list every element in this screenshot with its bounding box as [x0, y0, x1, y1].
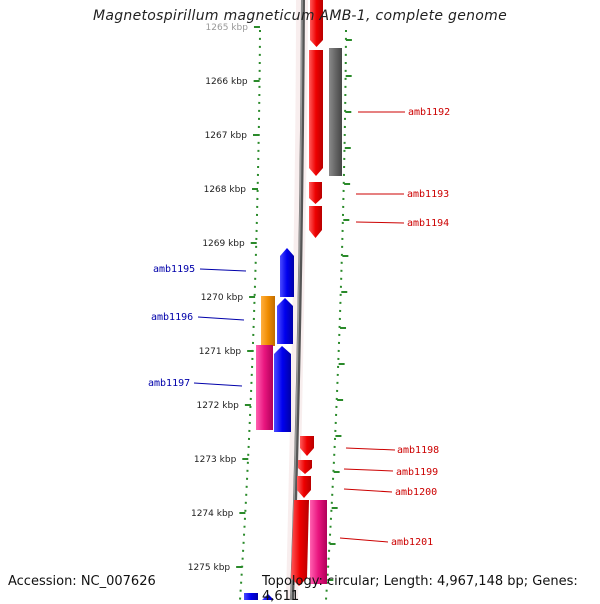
label-leaders [193, 111, 405, 543]
gene-gray-block[interactable] [329, 48, 342, 176]
gene-label[interactable]: amb1200 [395, 487, 437, 498]
gene-orange-block[interactable] [261, 296, 275, 346]
gene-label[interactable]: amb1196 [151, 312, 193, 323]
ruler-tick-label: 1274 kbp [191, 509, 234, 519]
ruler-tick-label: 1269 kbp [202, 239, 245, 249]
ruler-tick-label: 1268 kbp [204, 185, 247, 195]
gene-label[interactable]: amb1197 [148, 378, 190, 389]
gene-labels: amb1192 amb1193 amb1194 amb1198 amb1199 … [148, 107, 450, 548]
gene-amb1199-arrow[interactable] [298, 460, 312, 474]
gene-label[interactable]: amb1192 [408, 107, 450, 118]
gene-label[interactable]: amb1193 [407, 189, 449, 200]
gene-amb1195-arrow[interactable] [280, 248, 294, 297]
gene-amb1200-arrow[interactable] [297, 476, 311, 498]
map-title: Magnetospirillum magneticum AMB-1, compl… [92, 8, 508, 24]
ruler-tick-label: 1266 kbp [205, 77, 248, 87]
gene-label[interactable]: amb1201 [391, 537, 433, 548]
gene-amb1198-arrow[interactable] [300, 436, 314, 456]
gene-bottom-blue-1[interactable] [244, 593, 258, 600]
gene-magenta-block[interactable] [256, 345, 273, 430]
gene-label[interactable]: amb1198 [397, 445, 439, 456]
gene-label[interactable]: amb1195 [153, 264, 195, 275]
gene-features [244, 0, 342, 600]
gene-amb1196-arrow[interactable] [277, 298, 293, 344]
gene-label[interactable]: amb1199 [396, 467, 438, 478]
gene-amb1193-arrow[interactable] [309, 182, 322, 204]
gene-magenta-block-2[interactable] [310, 500, 327, 584]
gene-amb1192-arrow[interactable] [309, 50, 323, 176]
kbp-ruler: 1265 kbp 1266 kbp 1267 kbp 1268 kbp 1269 kbp… [188, 23, 352, 581]
gene-label[interactable]: amb1194 [407, 218, 449, 229]
gene-amb1201-arrow[interactable] [291, 500, 309, 586]
gene-amb1194-arrow[interactable] [309, 206, 322, 238]
ruler-tick-label: 1275 kbp [188, 563, 231, 573]
ruler-tick-label: 1272 kbp [196, 401, 239, 411]
ruler-tick-label: 1267 kbp [205, 131, 248, 141]
ruler-tick-label: 1273 kbp [194, 455, 237, 465]
gene-bottom-blue-2[interactable] [262, 594, 274, 600]
gene-amb1197-arrow[interactable] [274, 346, 291, 432]
accession-text: Accession: NC_007626 [8, 574, 156, 589]
left-ring-edge [239, 29, 261, 601]
right-ring-edge [325, 29, 347, 601]
gene-amb1191-arrow[interactable] [310, 0, 323, 47]
ruler-tick-label: 1271 kbp [199, 347, 242, 357]
ruler-tick-label: 1265 kbp [206, 23, 249, 33]
ruler-tick-label: 1270 kbp [201, 293, 244, 303]
